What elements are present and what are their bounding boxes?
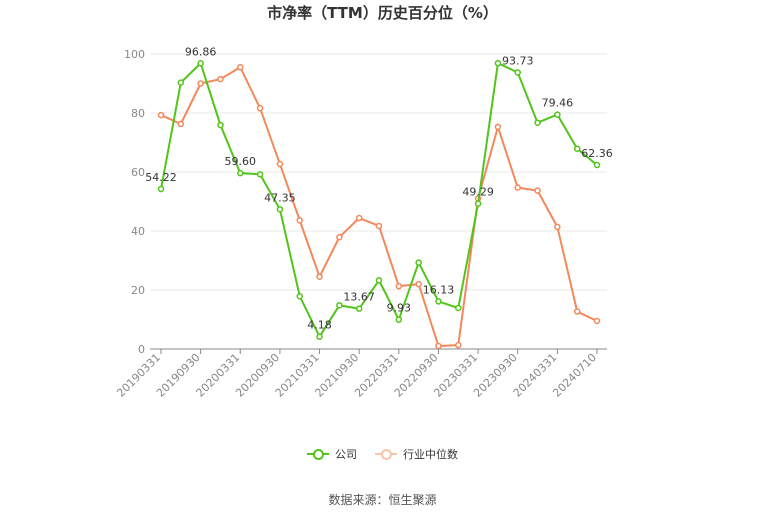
legend-item-industry-median[interactable]: 行业中位数 — [375, 446, 458, 462]
data-label: 96.86 — [185, 45, 217, 58]
data-point-industry-median — [157, 111, 165, 119]
data-point-industry-median — [514, 184, 521, 191]
data-point-company — [296, 292, 303, 300]
data-labels: 54.22 96.86 59.60 47.35 4.18 13.67 9.93 16.13 49… — [145, 45, 613, 331]
data-label: 79.46 — [542, 97, 574, 110]
data-point-industry-median — [276, 160, 284, 168]
data-point-company — [276, 206, 284, 213]
legend-label-industry-median: 行业中位数 — [403, 448, 458, 461]
data-point-industry-median — [336, 233, 343, 241]
legend-item-company[interactable]: 公司 — [307, 446, 357, 462]
data-point-company — [375, 277, 383, 284]
data-point-company — [336, 302, 343, 309]
data-point-company — [217, 121, 224, 129]
data-point-company — [435, 298, 442, 305]
data-source: 数据来源：恒生聚源 — [328, 493, 437, 507]
y-tick-label: 80 — [131, 107, 145, 120]
legend-company-marker-icon — [307, 448, 329, 460]
data-label: 13.67 — [343, 291, 375, 304]
axes: 0204060801002019033120190930202003312020… — [114, 48, 607, 400]
y-tick-label: 20 — [131, 284, 145, 297]
data-point-industry-median — [455, 341, 462, 349]
data-label: 93.73 — [502, 54, 534, 67]
legend-industry-marker-icon — [375, 448, 397, 460]
y-tick-label: 100 — [124, 48, 145, 61]
data-label: 62.36 — [581, 147, 613, 160]
data-point-industry-median — [237, 64, 244, 71]
data-label: 59.60 — [225, 155, 257, 168]
data-label: 4.18 — [307, 319, 332, 332]
data-point-industry-median — [573, 308, 581, 315]
data-point-company — [316, 333, 323, 340]
data-point-company — [494, 59, 502, 67]
legend: 公司 行业中位数 — [0, 446, 765, 462]
data-point-company — [593, 161, 601, 169]
data-label: 9.93 — [387, 302, 412, 315]
data-point-company — [157, 185, 165, 193]
x-tick-label: 20240710 — [550, 351, 599, 400]
data-point-industry-median — [197, 80, 204, 87]
data-point-industry-median — [435, 342, 442, 350]
y-tick-label: 40 — [131, 225, 145, 238]
y-tick-label: 60 — [131, 166, 145, 179]
data-point-company — [395, 316, 403, 323]
data-point-industry-median — [217, 75, 224, 83]
data-point-industry-median — [256, 105, 264, 112]
data-point-company — [554, 111, 561, 118]
data-point-company — [534, 119, 541, 126]
data-point-industry-median — [554, 223, 561, 231]
y-tick-label: 0 — [138, 343, 145, 356]
series-line-company — [160, 62, 598, 338]
data-point-industry-median — [296, 217, 303, 224]
grid — [150, 53, 607, 291]
data-point-industry-median — [316, 273, 323, 280]
data-point-industry-median — [355, 214, 363, 222]
data-label: 47.35 — [264, 191, 296, 204]
data-point-industry-median — [593, 317, 601, 325]
data-point-company — [455, 304, 462, 312]
data-point-company — [177, 79, 185, 86]
chart-title: 市净率（TTM）历史百分位（%） — [267, 4, 498, 22]
data-point-company — [514, 69, 521, 76]
data-point-industry-median — [177, 120, 185, 128]
data-point-industry-median — [534, 187, 541, 194]
data-point-industry-median — [375, 222, 383, 230]
data-point-company — [415, 259, 422, 266]
legend-label-company: 公司 — [335, 448, 357, 461]
data-point-company — [355, 305, 363, 312]
data-point-company — [197, 60, 204, 67]
data-point-company — [237, 169, 244, 177]
series-layer — [157, 59, 601, 350]
data-label: 49.29 — [462, 186, 494, 199]
data-point-company — [256, 171, 264, 178]
data-label: 54.22 — [145, 171, 177, 184]
data-point-industry-median — [494, 123, 502, 131]
data-point-industry-median — [395, 282, 403, 290]
data-point-industry-median — [415, 280, 422, 288]
data-point-company — [573, 145, 581, 152]
data-label: 16.13 — [423, 283, 455, 296]
data-point-company — [474, 200, 482, 207]
